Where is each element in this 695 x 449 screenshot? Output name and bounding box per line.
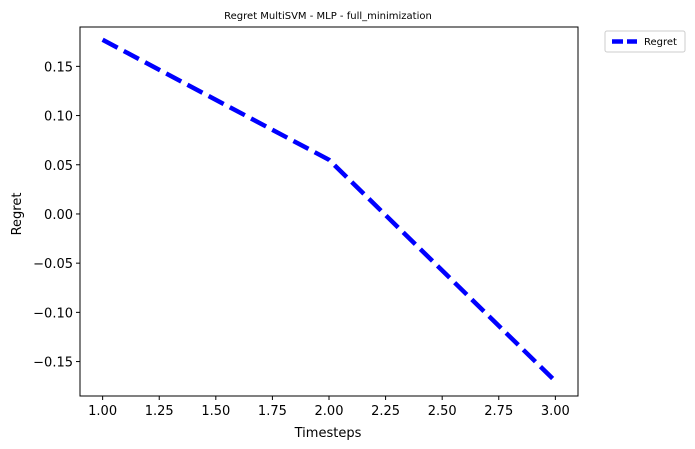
y-axis: −0.15 −0.10 −0.05 0.00 0.05 0.10 0.15 xyxy=(33,60,80,371)
x-tick-label: 1.00 xyxy=(88,404,117,419)
x-tick-label: 1.25 xyxy=(145,404,174,419)
x-tick-label: 1.75 xyxy=(258,404,287,419)
x-tick-label: 3.00 xyxy=(541,404,570,419)
legend-box xyxy=(604,30,686,53)
y-tick-label: 0.15 xyxy=(44,60,73,75)
legend-label: Regret xyxy=(644,37,677,48)
chart-title: Regret MultiSVM - MLP - full_minimizatio… xyxy=(224,11,432,22)
x-tick-label: 2.75 xyxy=(484,404,513,419)
y-tick-label: −0.15 xyxy=(33,356,73,371)
y-tick-label: −0.05 xyxy=(33,257,73,272)
x-tick-label: 1.50 xyxy=(201,404,230,419)
y-tick-label: 0.00 xyxy=(44,208,73,223)
y-tick-label: 0.05 xyxy=(44,159,73,174)
legend[interactable]: Regret xyxy=(604,30,686,53)
y-axis-label: Regret xyxy=(10,193,25,236)
x-axis-label: Timesteps xyxy=(294,426,362,441)
series-line-regret xyxy=(101,37,557,383)
x-tick-label: 2.00 xyxy=(315,404,344,419)
x-tick-label: 2.50 xyxy=(428,404,457,419)
plot-frame xyxy=(79,26,579,397)
x-axis: 1.00 1.25 1.50 1.75 2.00 2.25 2.50 2.75 3.00 xyxy=(88,396,570,419)
x-tick-label: 2.25 xyxy=(371,404,400,419)
y-tick-label: −0.10 xyxy=(33,306,73,321)
plot-area xyxy=(101,37,557,383)
y-tick-label: 0.10 xyxy=(44,110,73,125)
